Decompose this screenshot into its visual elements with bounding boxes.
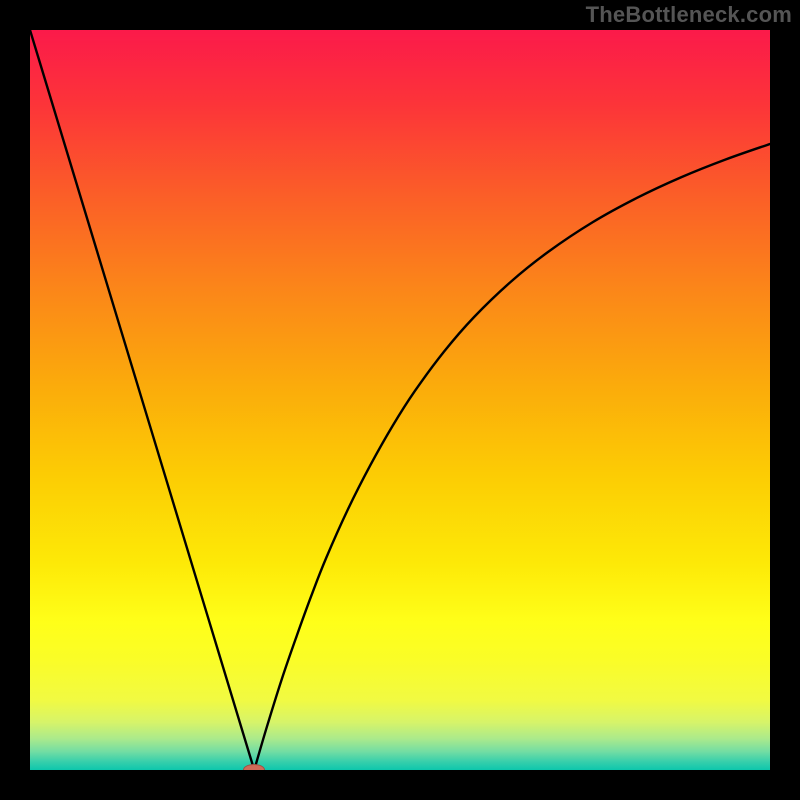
chart-frame: TheBottleneck.com [0,0,800,800]
bottleneck-curve [30,30,770,770]
plot-area [30,30,770,770]
minimum-marker [243,764,265,770]
watermark-text: TheBottleneck.com [586,2,792,28]
